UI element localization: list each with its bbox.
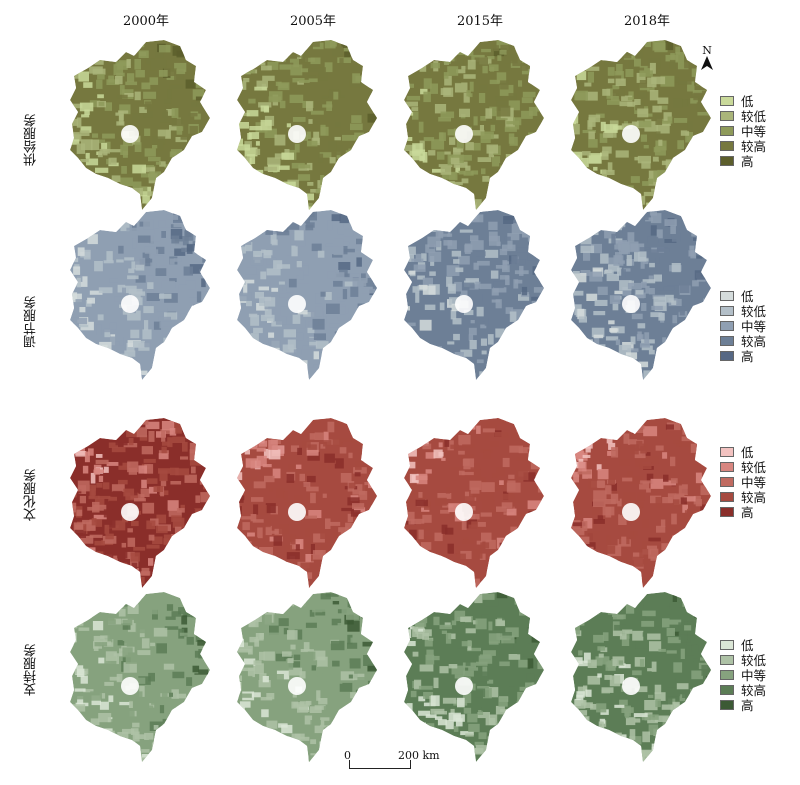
service-map (235, 38, 385, 213)
year-header-2005: 2005年 (289, 14, 337, 29)
legend-swatch (720, 640, 734, 650)
scale-bar-end: 200 km (398, 749, 440, 762)
legend-item: 高 (720, 505, 790, 520)
legend-swatch (720, 321, 734, 331)
legend-swatch (720, 291, 734, 301)
legend-item: 高 (720, 154, 790, 169)
legend-label: 高 (741, 698, 754, 713)
service-map (68, 208, 218, 383)
legend-swatch (720, 655, 734, 665)
legend-regulation: 低较低 中等 较高高 (720, 289, 790, 364)
row-label-supply: 供给服务 (24, 114, 39, 166)
service-map (569, 208, 719, 383)
legend-label: 高 (741, 505, 754, 520)
year-header-2000: 2000年 (122, 14, 170, 29)
legend-swatch (720, 351, 734, 361)
legend-item: 高 (720, 349, 790, 364)
year-header-2015: 2015年 (456, 14, 504, 29)
service-map (68, 590, 218, 765)
legend-label: 中等 (741, 124, 767, 139)
year-header-2018: 2018年 (623, 14, 671, 29)
legend-item: 中等 (720, 475, 790, 490)
legend-label: 中等 (741, 319, 767, 334)
legend-item: 低 (720, 445, 790, 460)
legend-item: 较高 (720, 334, 790, 349)
legend-label: 较高 (741, 490, 767, 505)
service-map (402, 416, 552, 591)
legend-label: 低 (741, 94, 754, 109)
legend-label: 高 (741, 154, 754, 169)
legend-label: 低 (741, 638, 754, 653)
legend-swatch (720, 306, 734, 316)
legend-label: 较低 (741, 653, 767, 668)
legend-label: 低 (741, 289, 754, 304)
legend-item: 中等 (720, 319, 790, 334)
service-map (235, 208, 385, 383)
row-label-regulation: 调节服务 (24, 296, 39, 348)
row-label-culture: 文化服务 (24, 469, 39, 521)
legend-swatch (720, 670, 734, 680)
service-map (402, 38, 552, 213)
legend-swatch (720, 156, 734, 166)
service-map (402, 208, 552, 383)
scale-bar-start: 0 (344, 749, 351, 762)
legend-swatch (720, 700, 734, 710)
legend-swatch (720, 685, 734, 695)
north-arrow: N (697, 44, 717, 74)
legend-item: 较高 (720, 683, 790, 698)
legend-swatch (720, 111, 734, 121)
legend-item: 较低 (720, 653, 790, 668)
legend-swatch (720, 141, 734, 151)
service-map (569, 416, 719, 591)
legend-item: 较高 (720, 139, 790, 154)
legend-label: 较高 (741, 139, 767, 154)
legend-swatch (720, 492, 734, 502)
legend-label: 中等 (741, 668, 767, 683)
service-map (235, 590, 385, 765)
legend-item: 中等 (720, 668, 790, 683)
legend-item: 低 (720, 289, 790, 304)
row-label-support: 支持服务 (24, 644, 39, 696)
legend-label: 中等 (741, 475, 767, 490)
service-map (569, 38, 719, 213)
service-map (569, 590, 719, 765)
north-arrow-icon (701, 56, 713, 70)
legend-item: 较低 (720, 109, 790, 124)
legend-item: 较低 (720, 460, 790, 475)
service-map (68, 38, 218, 213)
legend-label: 低 (741, 445, 754, 460)
legend-item: 较低 (720, 304, 790, 319)
legend-swatch (720, 507, 734, 517)
legend-label: 较低 (741, 304, 767, 319)
legend-label: 高 (741, 349, 754, 364)
legend-swatch (720, 447, 734, 457)
legend-support: 低较低 中等 较高高 (720, 638, 790, 713)
legend-supply: 低较低 中等 较高高 (720, 94, 790, 169)
service-map (402, 590, 552, 765)
service-map (235, 416, 385, 591)
legend-item: 高 (720, 698, 790, 713)
scale-bar (349, 760, 411, 769)
legend-culture: 低较低 中等 较高高 (720, 445, 790, 520)
legend-swatch (720, 477, 734, 487)
legend-item: 低 (720, 94, 790, 109)
legend-label: 较低 (741, 109, 767, 124)
service-map (68, 416, 218, 591)
legend-swatch (720, 336, 734, 346)
legend-item: 中等 (720, 124, 790, 139)
legend-swatch (720, 462, 734, 472)
legend-label: 较高 (741, 334, 767, 349)
legend-label: 较低 (741, 460, 767, 475)
legend-item: 低 (720, 638, 790, 653)
north-arrow-label: N (702, 44, 712, 57)
legend-swatch (720, 96, 734, 106)
legend-label: 较高 (741, 683, 767, 698)
legend-swatch (720, 126, 734, 136)
legend-item: 较高 (720, 490, 790, 505)
